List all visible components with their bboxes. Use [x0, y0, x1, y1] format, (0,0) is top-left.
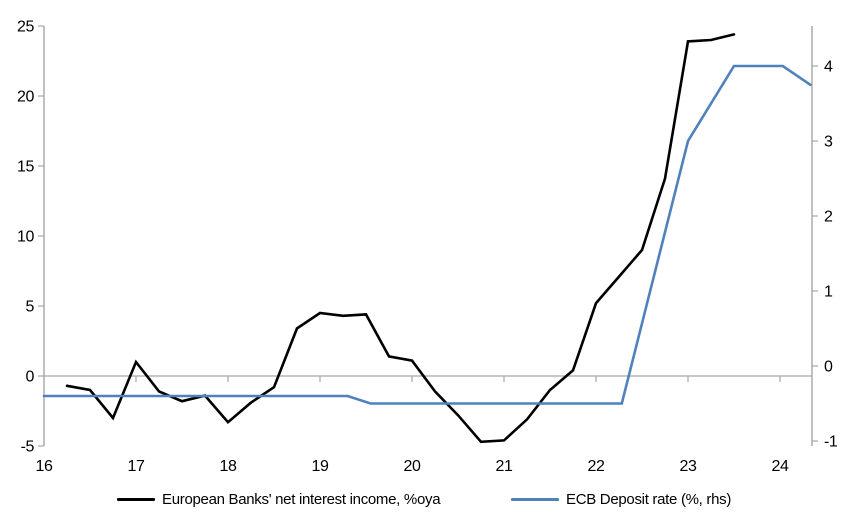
right-axis-tick-label: 1	[824, 284, 833, 301]
legend-item-net-interest-income: European Banks' net interest income, %oy…	[117, 491, 441, 508]
zero-gridline	[44, 375, 812, 382]
left-axis-tick-label: 25	[17, 19, 34, 36]
left-axis-tick-label: 15	[17, 159, 34, 176]
right-axis-tick-label: 0	[824, 359, 833, 376]
x-axis-tick-label: 18	[220, 458, 237, 475]
x-axis-tick-label: 22	[588, 458, 605, 475]
legend-swatch-blue-line	[511, 498, 559, 501]
x-axis-tick-label: 23	[680, 458, 697, 475]
right-axis-tick-label: 4	[824, 59, 833, 76]
left-axis-tick-label: 0	[26, 369, 35, 386]
right-axis-tick-label: -1	[824, 434, 838, 451]
right-axis: 4 3 2 1 0 -1	[811, 26, 838, 451]
legend-label-net-interest-income: European Banks' net interest income, %oy…	[162, 491, 441, 508]
x-axis-tick-label: 17	[128, 458, 145, 475]
right-axis-tick-label: 2	[824, 209, 833, 226]
x-axis-tick-label: 19	[312, 458, 329, 475]
x-axis-tick-label: 24	[772, 458, 789, 475]
series-ecb-deposit-rate-line	[42, 64, 812, 405]
x-axis-tick-label: 16	[36, 458, 53, 475]
x-axis-tick-label: 20	[404, 458, 421, 475]
legend-label-ecb-deposit-rate: ECB Deposit rate (%, rhs)	[566, 491, 732, 508]
x-axis-tick-label: 21	[496, 458, 513, 475]
x-axis-labels: 16 17 18 19 20 21 22 23 24	[36, 458, 790, 475]
right-axis-tick-label: 3	[824, 134, 833, 151]
left-axis-tick-label: 5	[26, 299, 35, 316]
left-axis: 25 20 15 10 5 0 -5	[17, 19, 45, 456]
legend-swatch-black-line	[117, 498, 155, 501]
left-axis-tick-label: 20	[17, 89, 34, 106]
left-axis-tick-label: -5	[21, 439, 35, 456]
series-net-interest-income-line	[65, 33, 736, 444]
left-axis-tick-label: 10	[17, 229, 34, 246]
legend-item-ecb-deposit-rate: ECB Deposit rate (%, rhs)	[511, 491, 731, 508]
